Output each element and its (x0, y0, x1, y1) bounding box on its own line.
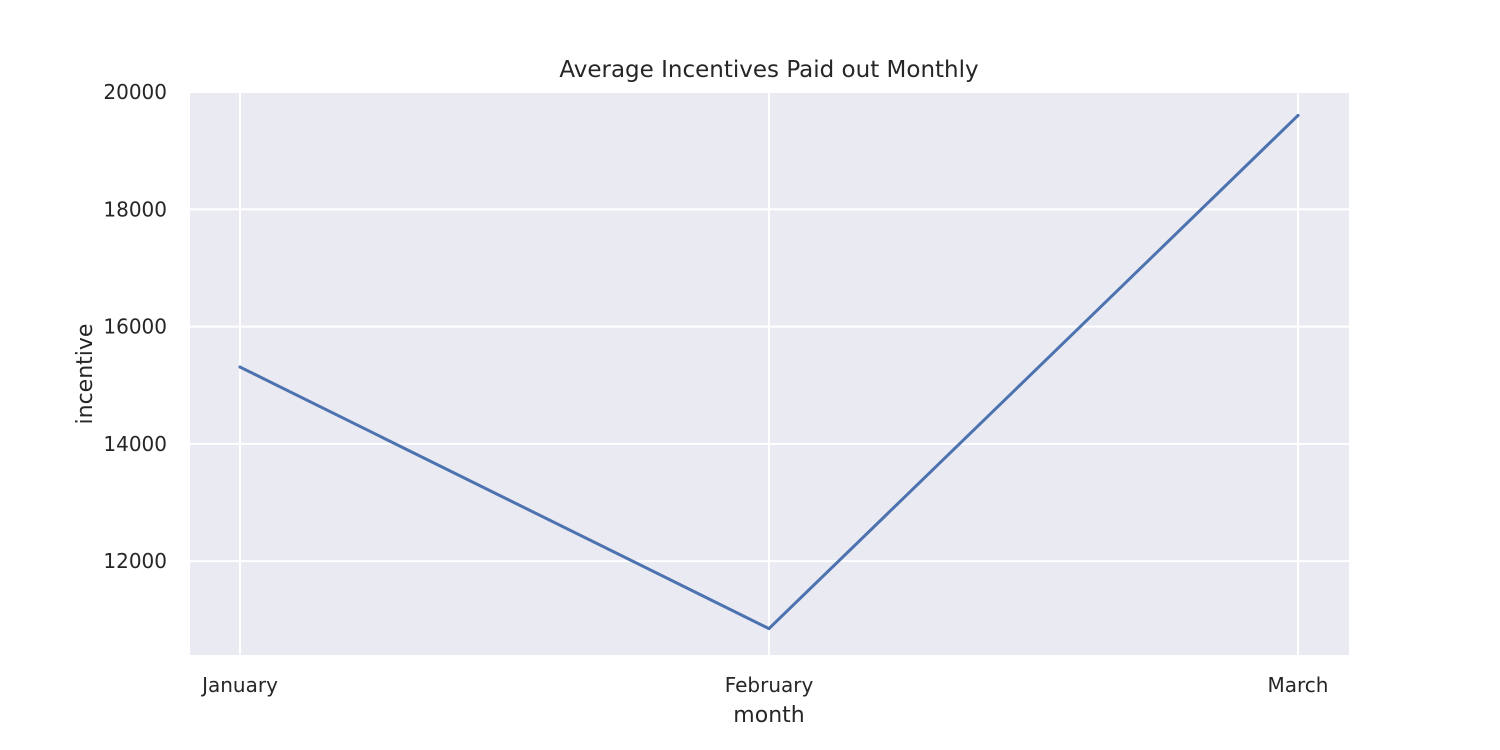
y-tick-label: 14000 (103, 432, 167, 456)
series-layer (238, 113, 1300, 631)
tick-labels: 12000 14000 16000 18000 20000 January February… (103, 80, 1328, 697)
y-tick-label: 20000 (103, 80, 167, 104)
grid-lines (190, 91, 1349, 655)
x-tick-label: February (725, 673, 814, 697)
chart-title: Average Incentives Paid out Monthly (559, 57, 978, 83)
data-point (238, 365, 242, 369)
y-tick-label: 18000 (103, 197, 167, 221)
x-axis-label: month (733, 703, 804, 728)
y-axis-label: incentive (73, 324, 98, 425)
y-tick-label: 16000 (103, 315, 167, 339)
data-point (767, 627, 771, 631)
y-tick-label: 12000 (103, 549, 167, 573)
x-tick-label: March (1268, 673, 1329, 697)
x-tick-label: January (200, 673, 278, 697)
data-point (1296, 113, 1300, 117)
